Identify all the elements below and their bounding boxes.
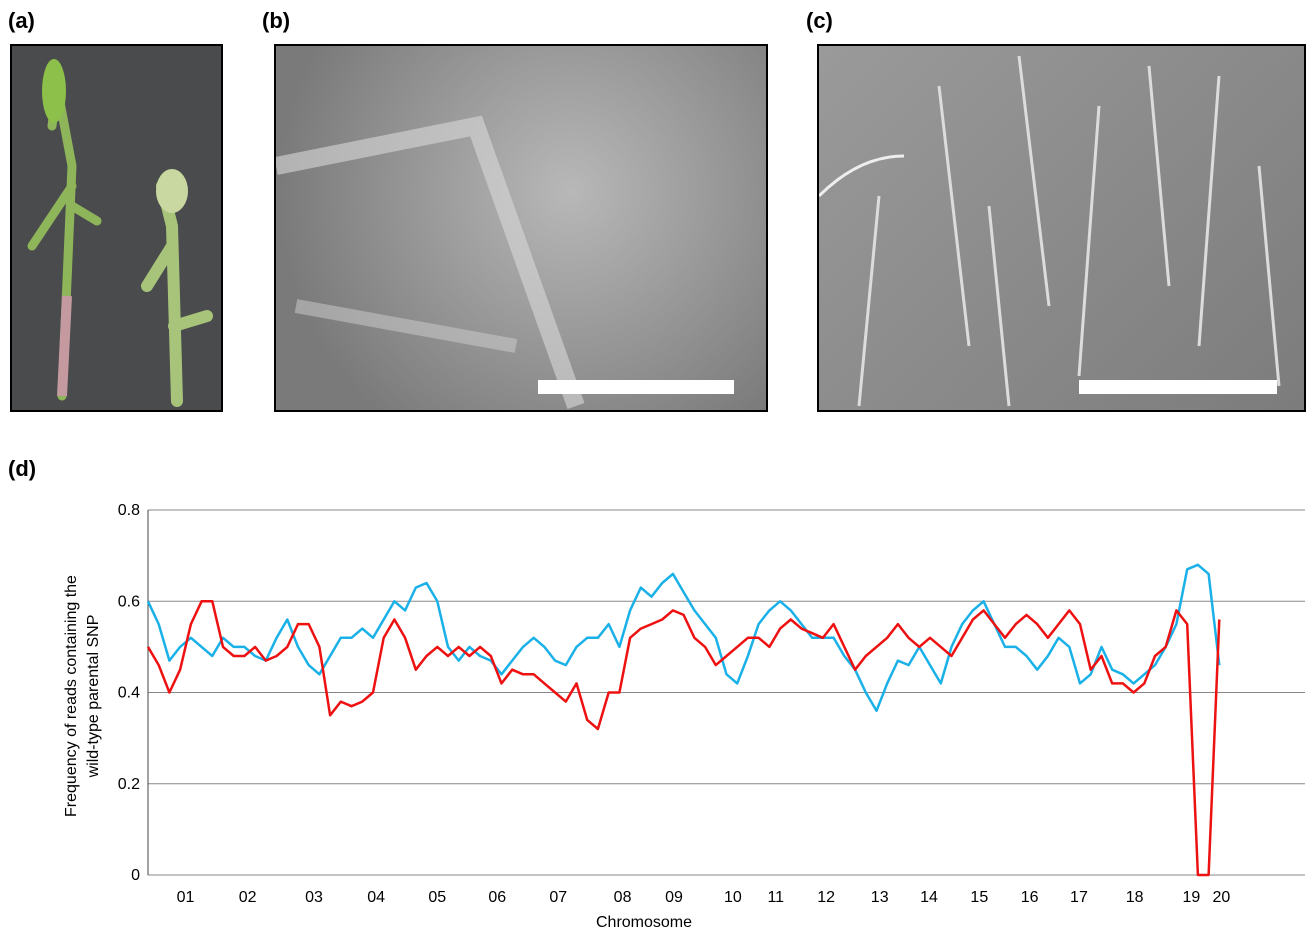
y-axis-label: wild-type parental SNP xyxy=(85,615,102,779)
panel-label: (c) xyxy=(806,8,833,33)
sem-image-c xyxy=(817,44,1306,412)
scale-bar xyxy=(1079,380,1277,394)
y-tick-label: 0.6 xyxy=(118,593,140,610)
panel-label: (a) xyxy=(8,8,35,33)
x-tick-label: 11 xyxy=(767,889,784,906)
shoot-drawing xyxy=(27,59,213,407)
sem-image-b xyxy=(274,44,768,412)
series-line xyxy=(146,563,1221,713)
x-tick-label: 02 xyxy=(239,889,257,906)
sem-texture xyxy=(276,115,585,410)
y-tick-label: 0 xyxy=(131,867,140,884)
x-tick-label: 10 xyxy=(724,889,742,906)
y-axis-label: Frequency of reads containing the xyxy=(63,575,80,817)
sem-texture xyxy=(819,55,1281,407)
panel-label: (b) xyxy=(262,8,291,33)
x-tick-label: 20 xyxy=(1213,889,1231,906)
x-tick-label: 04 xyxy=(367,889,385,906)
x-tick-label: 14 xyxy=(920,889,938,906)
x-tick-label: 19 xyxy=(1183,889,1201,906)
scale-bar xyxy=(538,380,734,394)
x-tick-label: 09 xyxy=(665,889,683,906)
x-tick-label: 01 xyxy=(177,889,195,906)
x-tick-label: 16 xyxy=(1021,889,1039,906)
x-tick-label: 06 xyxy=(488,889,506,906)
x-tick-label: 13 xyxy=(871,889,889,906)
x-tick-label: 12 xyxy=(817,889,835,906)
y-tick-label: 0.2 xyxy=(118,776,140,793)
x-tick-label: 03 xyxy=(305,889,323,906)
x-tick-label: 15 xyxy=(970,889,988,906)
x-tick-label: 08 xyxy=(614,889,632,906)
y-tick-label: 0.4 xyxy=(118,685,140,702)
y-tick-label: 0.8 xyxy=(118,502,140,519)
chart: Frequency of reads containing the wild-t… xyxy=(63,502,1305,931)
series-line xyxy=(146,600,1221,877)
x-tick-label: 18 xyxy=(1126,889,1144,906)
x-axis-label: Chromosome xyxy=(596,914,692,931)
x-tick-label: 17 xyxy=(1070,889,1088,906)
panel-label: (d) xyxy=(8,456,37,481)
x-tick-label: 05 xyxy=(428,889,446,906)
photo-shoots xyxy=(10,44,223,412)
x-tick-label: 07 xyxy=(549,889,567,906)
